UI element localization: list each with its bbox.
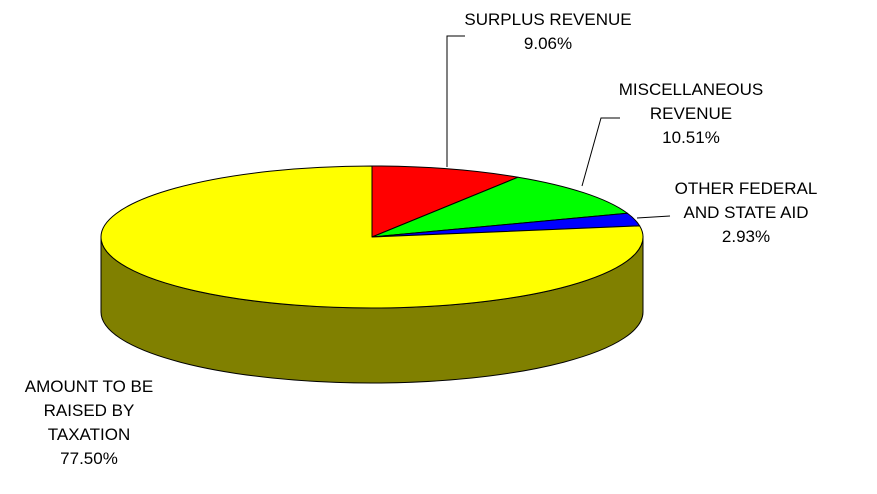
label-other-federal-state-aid-line: OTHER FEDERAL [675,179,818,198]
label-amount-raised-by-taxation: AMOUNT TO BE RAISED BY TAXATION 77.50% [25,377,153,468]
label-amount-raised-by-taxation-line: TAXATION [48,425,131,444]
label-amount-raised-by-taxation-line: RAISED BY [44,401,135,420]
label-other-federal-state-aid-percent: 2.93% [722,227,770,246]
leader-miscellaneous-revenue [581,117,620,187]
label-miscellaneous-revenue: MISCELLANEOUS REVENUE 10.51% [619,80,764,147]
label-other-federal-state-aid: OTHER FEDERAL AND STATE AID 2.93% [675,179,818,246]
leader-lines [446,35,671,219]
slice-amount-raised-by-taxation [100,165,644,309]
label-miscellaneous-revenue-line: REVENUE [650,104,732,123]
slice-surplus-revenue [371,165,519,238]
label-amount-raised-by-taxation-line: AMOUNT TO BE [25,377,153,396]
leader-other-federal-state-aid [636,215,671,219]
label-surplus-revenue-percent: 9.06% [524,34,572,53]
slice-labels: SURPLUS REVENUE 9.06% MISCELLANEOUS REVENUE… [25,10,818,468]
label-miscellaneous-revenue-line: MISCELLANEOUS [619,80,764,99]
label-surplus-revenue-line: SURPLUS REVENUE [464,10,631,29]
label-surplus-revenue: SURPLUS REVENUE 9.06% [464,10,631,53]
label-amount-raised-by-taxation-percent: 77.50% [60,449,118,468]
leader-surplus-revenue [446,35,465,167]
label-other-federal-state-aid-line: AND STATE AID [683,203,808,222]
label-miscellaneous-revenue-percent: 10.51% [662,128,720,147]
slice-miscellaneous-revenue [371,176,628,238]
pie-top-face [100,165,644,309]
